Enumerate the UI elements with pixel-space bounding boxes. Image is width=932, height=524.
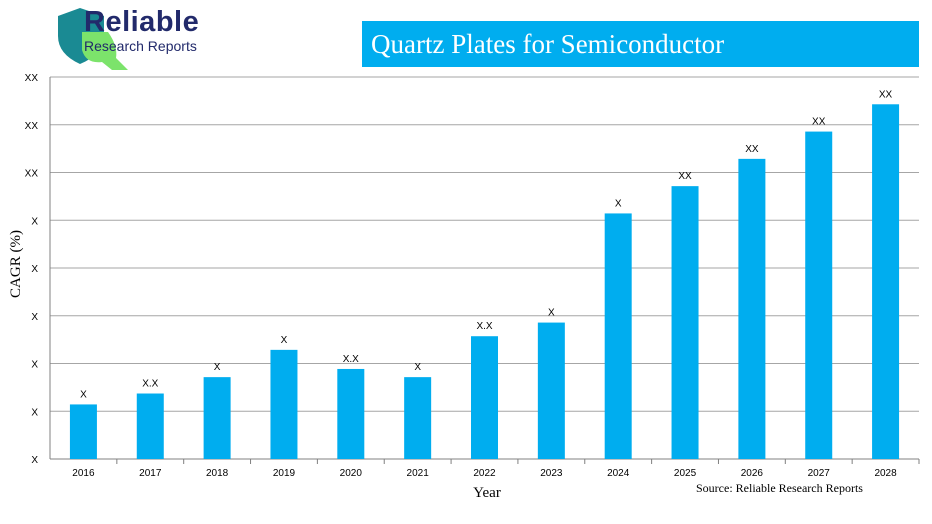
bar-2025 xyxy=(671,186,699,459)
y-axis-title: CAGR (%) xyxy=(8,230,24,298)
y-tick-label: X xyxy=(31,264,38,275)
reliable-research-logo xyxy=(58,8,128,70)
data-label-2025: XX xyxy=(678,171,692,182)
data-label-2023: X xyxy=(548,308,555,319)
data-label-2026: XX xyxy=(745,144,759,155)
x-tick-label-2022: 2022 xyxy=(473,468,496,479)
y-tick-label: X xyxy=(31,312,38,323)
data-label-2016: X xyxy=(80,389,87,400)
bar-2020 xyxy=(337,368,365,459)
bar-2024 xyxy=(604,213,632,459)
bar-2019 xyxy=(270,349,298,459)
x-tick-label-2027: 2027 xyxy=(808,468,831,479)
x-tick-label-2017: 2017 xyxy=(139,468,162,479)
bar-2017 xyxy=(136,393,164,459)
x-tick-label-2025: 2025 xyxy=(674,468,697,479)
x-tick-label-2018: 2018 xyxy=(206,468,229,479)
data-label-2018: X xyxy=(214,362,221,373)
y-tick-label: XX xyxy=(25,121,39,132)
x-tick-label-2016: 2016 xyxy=(72,468,95,479)
data-label-2027: XX xyxy=(812,117,826,128)
source-note: Source: Reliable Research Reports xyxy=(696,481,863,495)
data-label-2028: XX xyxy=(879,89,893,100)
x-axis-title: Year xyxy=(473,485,501,501)
y-tick-label: X xyxy=(31,455,38,466)
brand-tagline: Research Reports xyxy=(84,38,197,54)
x-tick-label-2024: 2024 xyxy=(607,468,630,479)
y-tick-label: X xyxy=(31,407,38,418)
chart-title: Quartz Plates for Semiconductor xyxy=(362,21,919,67)
data-label-2019: X xyxy=(281,335,288,346)
bar-2026 xyxy=(738,158,766,459)
bar-2016 xyxy=(69,404,97,459)
y-tick-label: X xyxy=(31,216,38,227)
brand-name: Reliable xyxy=(84,6,200,38)
y-tick-label: XX xyxy=(25,73,39,84)
x-tick-label-2021: 2021 xyxy=(407,468,430,479)
data-label-2020: X.X xyxy=(343,354,359,365)
data-label-2017: X.X xyxy=(142,379,158,390)
bar-2022 xyxy=(471,336,498,459)
x-tick-label-2019: 2019 xyxy=(273,468,296,479)
bar-2018 xyxy=(203,377,231,459)
data-label-2024: X xyxy=(615,198,622,209)
bar-2027 xyxy=(805,131,833,460)
x-tick-label-2028: 2028 xyxy=(874,468,897,479)
data-label-2022: X.X xyxy=(476,321,492,332)
bar-2028 xyxy=(872,104,900,460)
y-tick-label: X xyxy=(31,360,38,371)
data-label-2021: X xyxy=(414,362,421,373)
check-leaf-icon xyxy=(82,32,128,70)
x-tick-label-2020: 2020 xyxy=(340,468,363,479)
bar-2023 xyxy=(537,322,565,459)
x-tick-label-2026: 2026 xyxy=(741,468,764,479)
x-tick-label-2023: 2023 xyxy=(540,468,563,479)
bar-2021 xyxy=(404,377,432,459)
y-tick-label: XX xyxy=(25,169,39,180)
